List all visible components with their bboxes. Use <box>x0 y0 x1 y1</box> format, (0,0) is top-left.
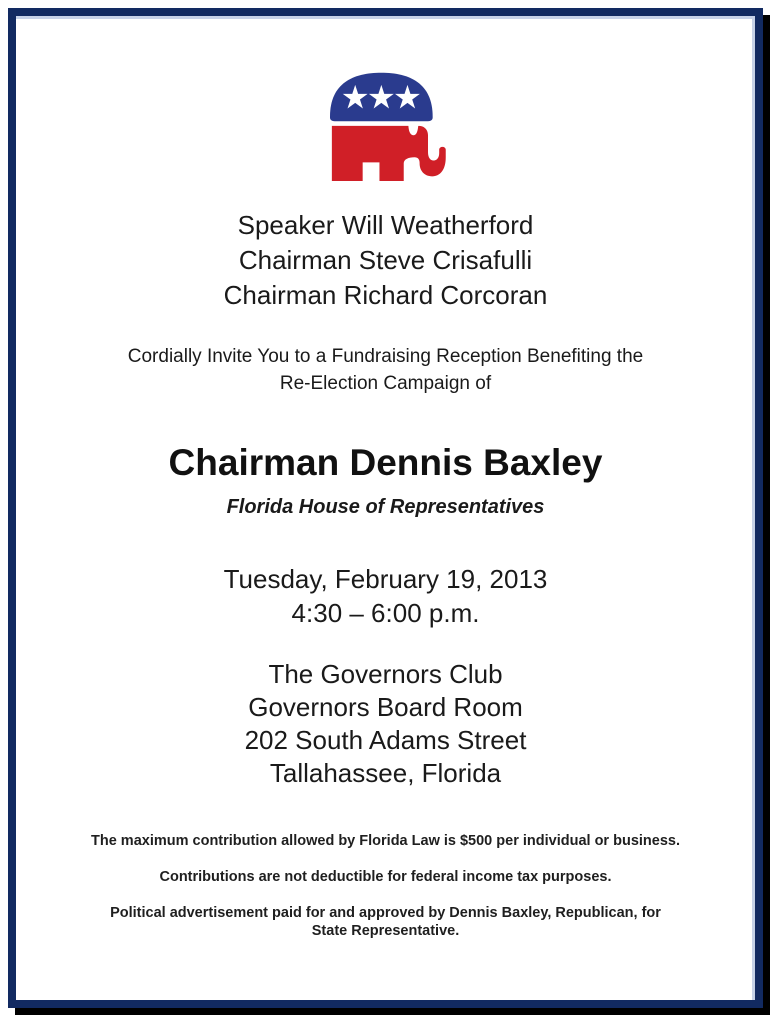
venue-room: Governors Board Room <box>248 692 523 722</box>
venue-block: The Governors Club Governors Board Room … <box>16 658 755 790</box>
disclaimer-contribution-limit: The maximum contribution allowed by Flor… <box>91 833 680 849</box>
venue-name: The Governors Club <box>268 659 503 689</box>
venue-city: Tallahassee, Florida <box>269 758 502 788</box>
disclaimer-paid-for: Political advertisement paid for and app… <box>110 905 661 939</box>
invitation-content: Speaker Will Weatherford Chairman Steve … <box>16 62 755 1024</box>
disclaimer-block: The maximum contribution allowed by Flor… <box>16 832 755 940</box>
republican-elephant-icon <box>329 72 446 181</box>
honoree-name: Chairman Dennis Baxley <box>168 442 603 483</box>
disclaimer-tax: Contributions are not deductible for fed… <box>159 869 612 885</box>
invitation-line-2: Re-Election Campaign of <box>279 373 492 394</box>
host-name-3: Chairman Richard Corcoran <box>223 280 548 310</box>
event-datetime: Tuesday, February 19, 2013 4:30 – 6:00 p… <box>16 562 755 630</box>
host-name-1: Speaker Will Weatherford <box>237 210 534 240</box>
host-names: Speaker Will Weatherford Chairman Steve … <box>16 208 755 313</box>
event-time: 4:30 – 6:00 p.m. <box>291 598 480 628</box>
invitation-text: Cordially Invite You to a Fundraising Re… <box>16 343 755 397</box>
venue-street: 202 South Adams Street <box>244 725 527 755</box>
honoree-organization: Florida House of Representatives <box>226 496 545 518</box>
elephant-body <box>331 125 446 181</box>
invitation-line-1: Cordially Invite You to a Fundraising Re… <box>127 346 644 367</box>
event-date: Tuesday, February 19, 2013 <box>223 564 548 594</box>
host-name-2: Chairman Steve Crisafulli <box>238 245 533 275</box>
invitation-page: Speaker Will Weatherford Chairman Steve … <box>8 8 763 1008</box>
